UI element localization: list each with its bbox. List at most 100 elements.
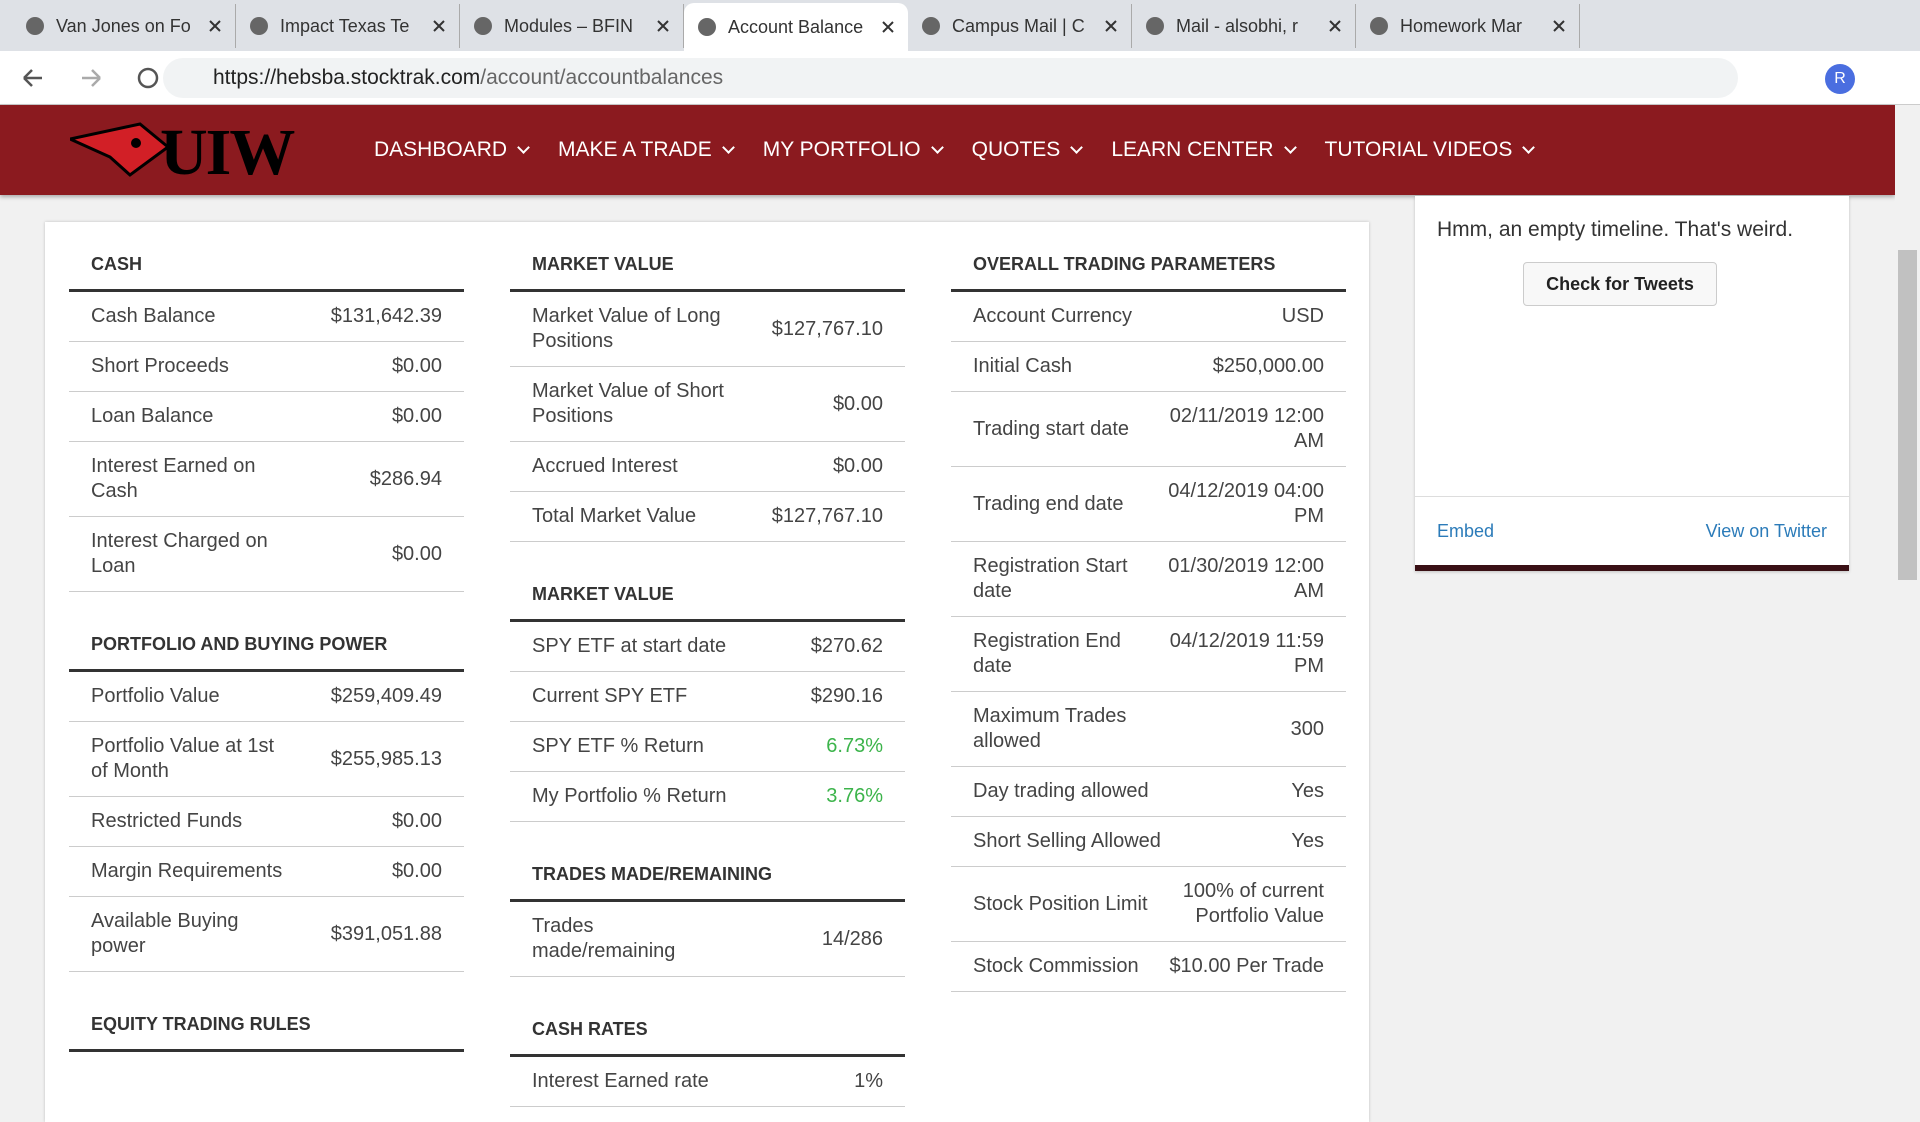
nav-item[interactable]: MY PORTFOLIO xyxy=(763,138,942,162)
row-value: 300 xyxy=(1290,717,1324,740)
row-value: 6.73% xyxy=(826,735,883,757)
tab-title: Account Balance xyxy=(728,16,864,37)
data-row: My Portfolio % Return 3.76% xyxy=(510,772,905,822)
browser-tab[interactable]: Campus Mail | C xyxy=(908,4,1132,48)
data-row: Registration End date 04/12/2019 11:59 PM xyxy=(951,617,1346,692)
browser-tab[interactable]: Mail - alsobhi, r xyxy=(1132,4,1356,48)
tab-close[interactable] xyxy=(1329,16,1341,37)
nav-item[interactable]: MAKE A TRADE xyxy=(558,138,733,162)
column: CASH Cash Balance $131,642.39 Short Proceed… xyxy=(69,222,464,1062)
row-label: Registration Start date xyxy=(973,555,1128,602)
tab-close[interactable] xyxy=(1105,16,1117,37)
nav-item[interactable]: TUTORIAL VIDEOS xyxy=(1325,138,1534,162)
row-value: $255,985.13 xyxy=(330,747,442,770)
tab-icon xyxy=(698,18,716,36)
row-label: Account Currency xyxy=(973,305,1132,327)
row-label: Initial Cash xyxy=(973,355,1072,377)
spacer xyxy=(510,542,905,552)
row-label: SPY ETF at start date xyxy=(532,635,727,657)
row-label: Stock Commission xyxy=(973,955,1139,977)
section: MARKET VALUE Market Value of Long Positio… xyxy=(510,222,905,552)
view-on-twitter-link[interactable]: View on Twitter xyxy=(1705,521,1827,541)
section-title: MARKET VALUE xyxy=(510,222,905,292)
tab-close[interactable] xyxy=(433,16,445,37)
data-row: Registration Start date 01/30/2019 12:00 … xyxy=(951,542,1346,617)
nav-buttons[interactable] xyxy=(20,65,180,91)
row-label: Market Value of Long Positions xyxy=(532,305,721,352)
row-value: $0.00 xyxy=(391,542,442,565)
row-value: $0.00 xyxy=(391,405,442,427)
browser-tab[interactable]: Impact Texas Te xyxy=(236,4,460,48)
section-title: EQUITY TRADING RULES xyxy=(69,982,464,1052)
data-row: Stock Position Limit 100% of current Port… xyxy=(951,867,1346,942)
section: PORTFOLIO AND BUYING POWER Portfolio Valu… xyxy=(69,602,464,982)
tab-title: Impact Texas Te xyxy=(280,15,410,36)
row-label: Available Buying power xyxy=(91,910,239,957)
data-row: Market Value of Short Positions $0.00 xyxy=(510,367,905,442)
tab-close[interactable] xyxy=(209,16,221,37)
browser-tab[interactable]: Account Balance xyxy=(684,3,908,51)
check-tweets-button[interactable]: Check for Tweets xyxy=(1523,262,1717,306)
data-row: Interest Earned rate 1% xyxy=(510,1057,905,1107)
data-row: Short Proceeds $0.00 xyxy=(69,342,464,392)
url-path: /account/accountbalances xyxy=(480,66,724,89)
row-label: Trades made/remaining xyxy=(532,915,676,962)
data-row: Restricted Funds $0.00 xyxy=(69,797,464,847)
tab-close[interactable] xyxy=(1553,16,1565,37)
row-label: Current SPY ETF xyxy=(532,685,688,707)
row-value: 100% of current Portfolio Value xyxy=(1182,880,1324,927)
row-value: 02/11/2019 12:00 AM xyxy=(1169,405,1324,452)
spacer xyxy=(510,822,905,832)
spacer xyxy=(69,1052,464,1062)
url-host: https://hebsba.stocktrak.com xyxy=(213,66,481,89)
row-value: 04/12/2019 11:59 PM xyxy=(1169,630,1324,677)
data-row: Cash Balance $131,642.39 xyxy=(69,292,464,342)
data-row: Initial Cash $250,000.00 xyxy=(951,342,1346,392)
browser-tab[interactable]: Homework Mar xyxy=(1356,4,1580,48)
row-value: Yes xyxy=(1291,780,1324,802)
tab-close[interactable] xyxy=(882,17,894,38)
browser-tab[interactable]: Van Jones on Fo xyxy=(12,4,236,48)
row-label: Portfolio Value at 1st of Month xyxy=(91,735,275,782)
row-value: $0.00 xyxy=(832,392,883,415)
section: OVERALL TRADING PARAMETERS Account Curren… xyxy=(951,222,1346,1002)
row-value: $250,000.00 xyxy=(1212,355,1324,377)
section: CASH RATES Interest Earned rate 1% xyxy=(510,987,905,1117)
scrollbar-thumb[interactable] xyxy=(1898,250,1917,580)
tab-close[interactable] xyxy=(657,16,669,37)
section-title: OVERALL TRADING PARAMETERS xyxy=(951,222,1346,292)
row-label: Short Proceeds xyxy=(91,355,229,377)
row-label: Market Value of Short Positions xyxy=(532,380,724,427)
logo[interactable]: UIW xyxy=(160,116,295,189)
url-field[interactable]: https://hebsba.stocktrak.com/account/acc… xyxy=(163,58,1738,98)
row-label: Portfolio Value xyxy=(91,685,220,707)
data-row: Accrued Interest $0.00 xyxy=(510,442,905,492)
profile-avatar[interactable]: R xyxy=(1825,64,1855,94)
browser-tab[interactable]: Modules – BFIN xyxy=(460,4,684,48)
tab-title: Van Jones on Fo xyxy=(56,15,191,36)
row-label: Margin Requirements xyxy=(91,860,283,882)
spacer xyxy=(510,1107,905,1117)
data-row: Maximum Trades allowed 300 xyxy=(951,692,1346,767)
section: CASH Cash Balance $131,642.39 Short Proceed… xyxy=(69,222,464,602)
tab-icon xyxy=(922,17,940,35)
spacer xyxy=(69,592,464,602)
column: OVERALL TRADING PARAMETERS Account Curren… xyxy=(951,222,1346,1002)
embed-link[interactable]: Embed xyxy=(1437,521,1495,541)
row-value: 01/30/2019 12:00 AM xyxy=(1168,555,1324,602)
nav-item[interactable]: LEARN CENTER xyxy=(1111,138,1294,162)
nav-item[interactable]: DASHBOARD xyxy=(374,138,528,162)
row-label: Interest Earned on Cash xyxy=(91,455,256,502)
section-title: CASH RATES xyxy=(510,987,905,1057)
tab-icon xyxy=(26,17,44,35)
data-row: Trading start date 02/11/2019 12:00 AM xyxy=(951,392,1346,467)
nav-item[interactable]: QUOTES xyxy=(972,138,1082,162)
tab-title: Campus Mail | C xyxy=(952,15,1085,36)
data-row: Portfolio Value at 1st of Month $255,985.… xyxy=(69,722,464,797)
data-row: Total Market Value $127,767.10 xyxy=(510,492,905,542)
balances-card: CASH Cash Balance $131,642.39 Short Proceed… xyxy=(45,222,1369,1122)
data-row: Short Selling Allowed Yes xyxy=(951,817,1346,867)
twitter-widget: Hmm, an empty timeline. That's weird. Ch… xyxy=(1415,196,1849,571)
row-value: $10.00 Per Trade xyxy=(1169,955,1324,977)
row-label: SPY ETF % Return xyxy=(532,735,704,757)
